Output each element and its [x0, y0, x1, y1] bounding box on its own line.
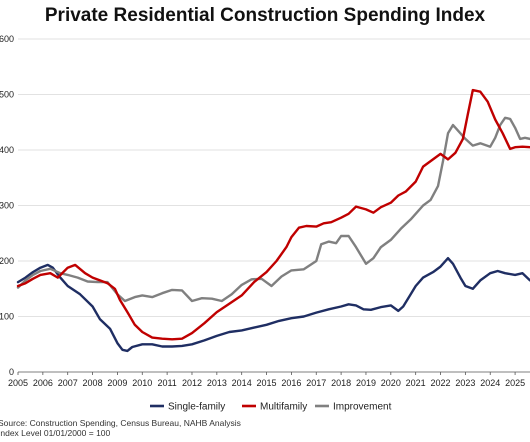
legend-label-multifamily: Multifamily [260, 402, 307, 413]
x-tick-label-2013: 2013 [207, 378, 227, 388]
x-tick-label-2021: 2021 [406, 378, 426, 388]
grid-lines [18, 38, 530, 317]
chart-title: Private Residential Construction Spendin… [44, 5, 486, 26]
axes: 0 100 200 300 400 500 600 2005 2006 2007 2008 2009 2… [0, 34, 530, 388]
x-tick-label-2025: 2025 [505, 378, 525, 388]
x-tick-label-2011: 2011 [157, 378, 176, 388]
y-tick-label-0: 0 [9, 367, 14, 377]
x-tick-label-2010: 2010 [132, 378, 152, 388]
index-base-note: Index Level 01/01/2000 = 100 [0, 428, 111, 438]
x-tick-label-2014: 2014 [232, 378, 252, 388]
x-tick-label-2007: 2007 [58, 378, 78, 388]
x-tick-label-2020: 2020 [381, 378, 401, 388]
x-tick-label-2018: 2018 [331, 378, 351, 388]
source-note: Source: Construction Spending, Census Bu… [0, 418, 241, 438]
x-tick-label-2008: 2008 [83, 378, 103, 388]
series-line-improvement [16, 116, 530, 303]
x-tick-label-2022: 2022 [431, 378, 451, 388]
x-tick-label-2015: 2015 [257, 378, 277, 388]
legend: Single-family Multifamily Improvement [150, 402, 392, 413]
x-tick-label-2005: 2005 [8, 378, 28, 388]
x-tick-label-2009: 2009 [107, 378, 127, 388]
series-lines [16, 88, 530, 353]
x-tick-label-2023: 2023 [455, 378, 475, 388]
y-tick-label-500: 500 [0, 90, 14, 100]
x-tick-label-2017: 2017 [306, 378, 326, 388]
series-line-single-family [16, 257, 530, 353]
x-tick-label-2019: 2019 [356, 378, 376, 388]
y-tick-label-200: 200 [0, 256, 14, 266]
legend-label-improvement: Improvement [333, 402, 392, 413]
y-tick-label-100: 100 [0, 312, 14, 322]
x-tick-label-2024: 2024 [480, 378, 500, 388]
x-tick-label-2006: 2006 [33, 378, 53, 388]
y-tick-label-300: 300 [0, 201, 14, 211]
legend-label-single-family: Single-family [168, 402, 225, 413]
y-tick-label-400: 400 [0, 145, 14, 155]
y-tick-label-600: 600 [0, 34, 14, 44]
source-line: Source: Construction Spending, Census Bu… [0, 418, 241, 428]
x-tick-label-2012: 2012 [182, 378, 202, 388]
series-line-multifamily [16, 88, 530, 341]
x-tick-label-2016: 2016 [281, 378, 301, 388]
